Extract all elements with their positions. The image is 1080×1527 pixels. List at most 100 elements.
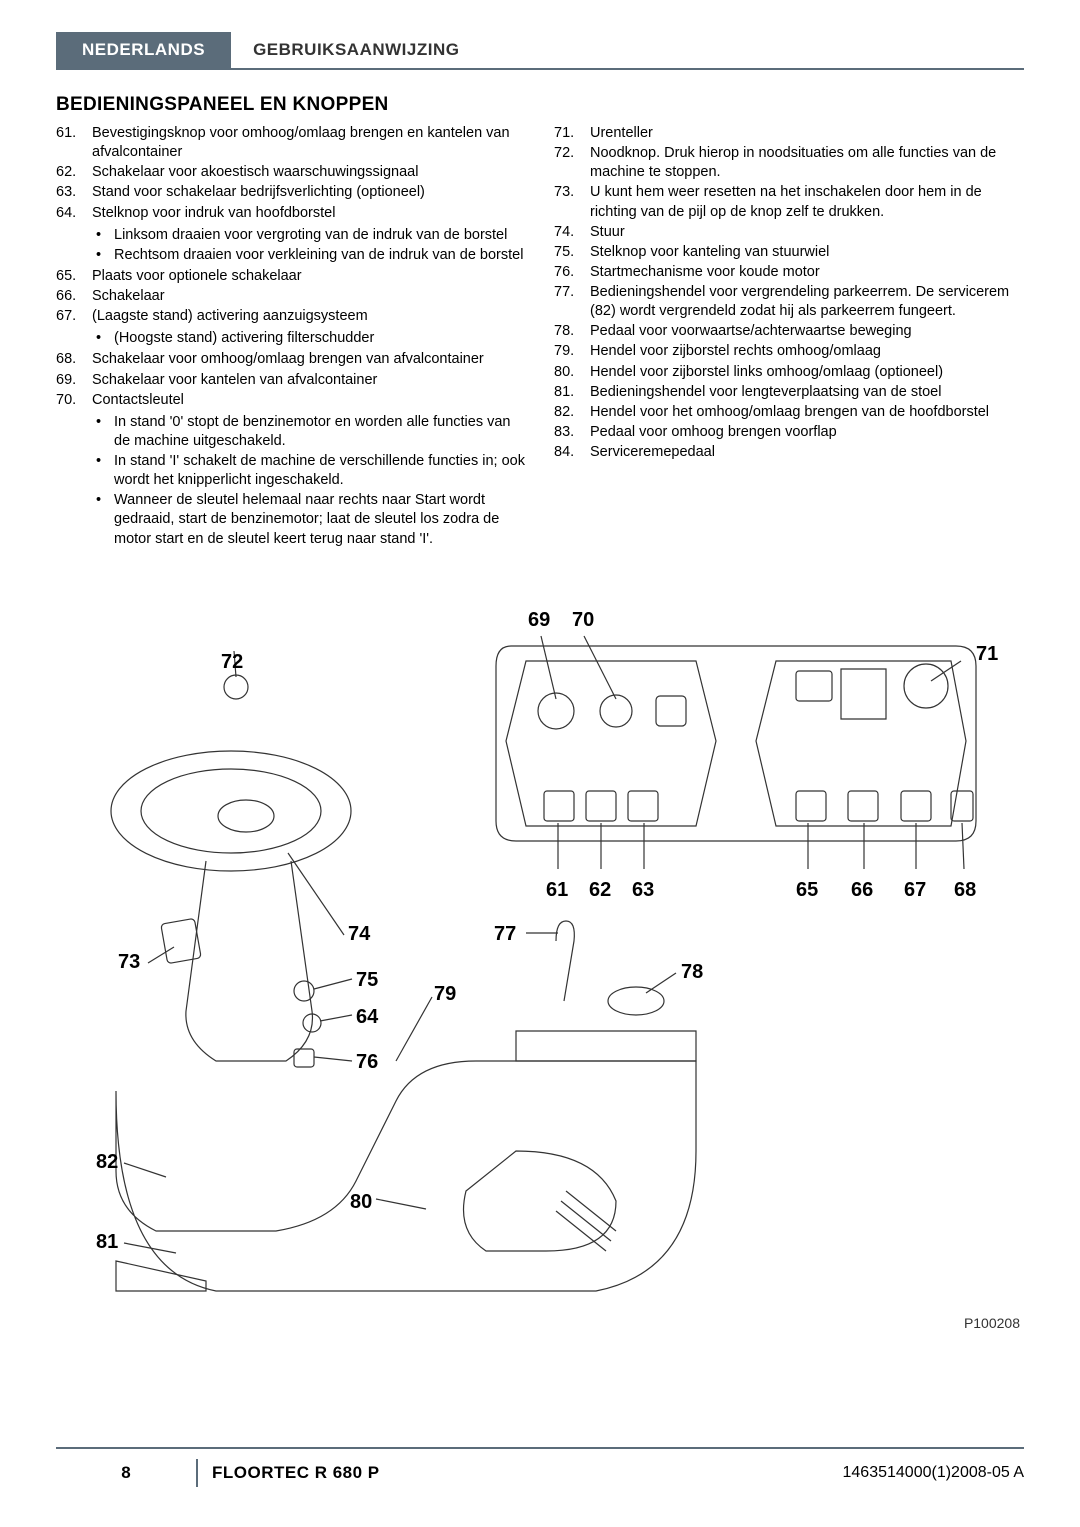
sub-text: In stand '0' stopt de benzinemotor en wo… (114, 413, 526, 451)
callout-78: 78 (681, 961, 703, 984)
item-text: Plaats voor optionele schakelaar (92, 267, 526, 286)
item-number: 72. (554, 144, 590, 182)
callout-80: 80 (350, 1191, 372, 1214)
callout-64: 64 (356, 1006, 378, 1029)
sub-text: Rechtsom draaien voor verkleining van de… (114, 246, 526, 265)
list-item: 70.Contactsleutel (56, 391, 526, 410)
item-text: Schakelaar voor kantelen van afvalcontai… (92, 371, 526, 390)
list-item-sub-wrap: •Linksom draaien voor vergroting van de … (56, 224, 526, 266)
item-text: Hendel voor zijborstel rechts omhoog/oml… (590, 342, 1024, 361)
list-item: 71.Urenteller (554, 124, 1024, 143)
item-number: 70. (56, 391, 92, 410)
list-item-sub-wrap: •(Hoogste stand) activering filterschudd… (56, 327, 526, 349)
callout-75: 75 (356, 969, 378, 992)
callout-72: 72 (221, 651, 243, 674)
callout-70: 70 (572, 609, 594, 632)
header-bar: NEDERLANDS GEBRUIKSAANWIJZING (56, 32, 1024, 70)
sub-list: •(Hoogste stand) activering filterschudd… (92, 329, 526, 348)
item-text: Pedaal voor voorwaartse/achterwaartse be… (590, 322, 1024, 341)
list-item: 68.Schakelaar voor omhoog/omlaag brengen… (56, 350, 526, 369)
list-item: 72.Noodknop. Druk hierop in noodsituatie… (554, 144, 1024, 182)
list-item: 74.Stuur (554, 223, 1024, 242)
sub-text: In stand 'I' schakelt de machine de vers… (114, 452, 526, 490)
sub-item: •(Hoogste stand) activering filterschudd… (92, 329, 526, 348)
item-text: Hendel voor het omhoog/omlaag brengen va… (590, 403, 1024, 422)
sub-list: •Linksom draaien voor vergroting van de … (92, 226, 526, 265)
sub-item: •Rechtsom draaien voor verkleining van d… (92, 246, 526, 265)
item-text: Startmechanisme voor koude motor (590, 263, 1024, 282)
bullet-icon: • (92, 226, 114, 245)
item-number: 74. (554, 223, 590, 242)
item-number: 63. (56, 183, 92, 202)
bullet-icon: • (92, 246, 114, 265)
item-number: 68. (56, 350, 92, 369)
item-number: 77. (554, 283, 590, 321)
item-text: Schakelaar voor omhoog/omlaag brengen va… (92, 350, 526, 369)
list-item: 81.Bedieningshendel voor lengteverplaats… (554, 383, 1024, 402)
list-item: 69.Schakelaar voor kantelen van afvalcon… (56, 371, 526, 390)
list-item: 77.Bedieningshendel voor vergrendeling p… (554, 283, 1024, 321)
left-list: 61.Bevestigingsknop voor omhoog/omlaag b… (56, 124, 526, 550)
item-text: Contactsleutel (92, 391, 526, 410)
list-item: 82.Hendel voor het omhoog/omlaag brengen… (554, 403, 1024, 422)
list-item: 64.Stelknop voor indruk van hoofdborstel (56, 204, 526, 223)
list-item-sub-wrap: •In stand '0' stopt de benzinemotor en w… (56, 411, 526, 550)
page-number: 8 (56, 1463, 196, 1483)
item-number: 84. (554, 443, 590, 462)
item-text: Schakelaar voor akoestisch waarschuwings… (92, 163, 526, 182)
callout-82: 82 (96, 1151, 118, 1174)
sub-text: (Hoogste stand) activering filterschudde… (114, 329, 526, 348)
item-text: Serviceremepedaal (590, 443, 1024, 462)
item-text: Bevestigingsknop voor omhoog/omlaag bren… (92, 124, 526, 162)
callout-77: 77 (494, 923, 516, 946)
callout-81: 81 (96, 1231, 118, 1254)
callout-63: 63 (632, 879, 654, 902)
item-number: 81. (554, 383, 590, 402)
doc-type: GEBRUIKSAANWIJZING (231, 32, 459, 68)
item-number: 73. (554, 183, 590, 221)
list-item: 75.Stelknop voor kanteling van stuurwiel (554, 243, 1024, 262)
sub-list: •In stand '0' stopt de benzinemotor en w… (92, 413, 526, 549)
sub-item: •In stand '0' stopt de benzinemotor en w… (92, 413, 526, 451)
sub-text: Linksom draaien voor vergroting van de i… (114, 226, 526, 245)
item-text: Stuur (590, 223, 1024, 242)
sub-item: •In stand 'I' schakelt de machine de ver… (92, 452, 526, 490)
sub-item: •Wanneer de sleutel helemaal naar rechts… (92, 491, 526, 548)
item-text: Stelknop voor indruk van hoofdborstel (92, 204, 526, 223)
list-item: 80.Hendel voor zijborstel links omhoog/o… (554, 363, 1024, 382)
section-title: BEDIENINGSPANEEL EN KNOPPEN (56, 94, 1024, 116)
callout-67: 67 (904, 879, 926, 902)
item-text: Stand voor schakelaar bedrijfsverlichtin… (92, 183, 526, 202)
diagram-svg (56, 591, 1024, 1321)
item-number: 64. (56, 204, 92, 223)
right-list: 71.Urenteller72.Noodknop. Druk hierop in… (554, 124, 1024, 462)
item-number: 83. (554, 423, 590, 442)
item-text: Stelknop voor kanteling van stuurwiel (590, 243, 1024, 262)
item-text: Urenteller (590, 124, 1024, 143)
footer: 8 FLOORTEC R 680 P 1463514000(1)2008-05 … (56, 1447, 1024, 1487)
list-item: 76.Startmechanisme voor koude motor (554, 263, 1024, 282)
list-item: 65.Plaats voor optionele schakelaar (56, 267, 526, 286)
item-number: 76. (554, 263, 590, 282)
callout-76: 76 (356, 1051, 378, 1074)
bullet-icon: • (92, 452, 114, 490)
item-number: 67. (56, 307, 92, 326)
list-item: 61.Bevestigingsknop voor omhoog/omlaag b… (56, 124, 526, 162)
item-number: 61. (56, 124, 92, 162)
item-text: Bedieningshendel voor vergrendeling park… (590, 283, 1024, 321)
bullet-icon: • (92, 329, 114, 348)
content-columns: 61.Bevestigingsknop voor omhoog/omlaag b… (56, 124, 1024, 551)
bullet-icon: • (92, 491, 114, 548)
figure-id: P100208 (964, 1315, 1020, 1331)
list-item: 78.Pedaal voor voorwaartse/achterwaartse… (554, 322, 1024, 341)
item-text: U kunt hem weer resetten na het inschake… (590, 183, 1024, 221)
item-text: Bedieningshendel voor lengteverplaatsing… (590, 383, 1024, 402)
list-item: 62.Schakelaar voor akoestisch waarschuwi… (56, 163, 526, 182)
item-text: Pedaal voor omhoog brengen voorflap (590, 423, 1024, 442)
item-number: 66. (56, 287, 92, 306)
list-item: 66.Schakelaar (56, 287, 526, 306)
item-text: (Laagste stand) activering aanzuigsystee… (92, 307, 526, 326)
item-text: Noodknop. Druk hierop in noodsituaties o… (590, 144, 1024, 182)
callout-66: 66 (851, 879, 873, 902)
list-item: 84.Serviceremepedaal (554, 443, 1024, 462)
